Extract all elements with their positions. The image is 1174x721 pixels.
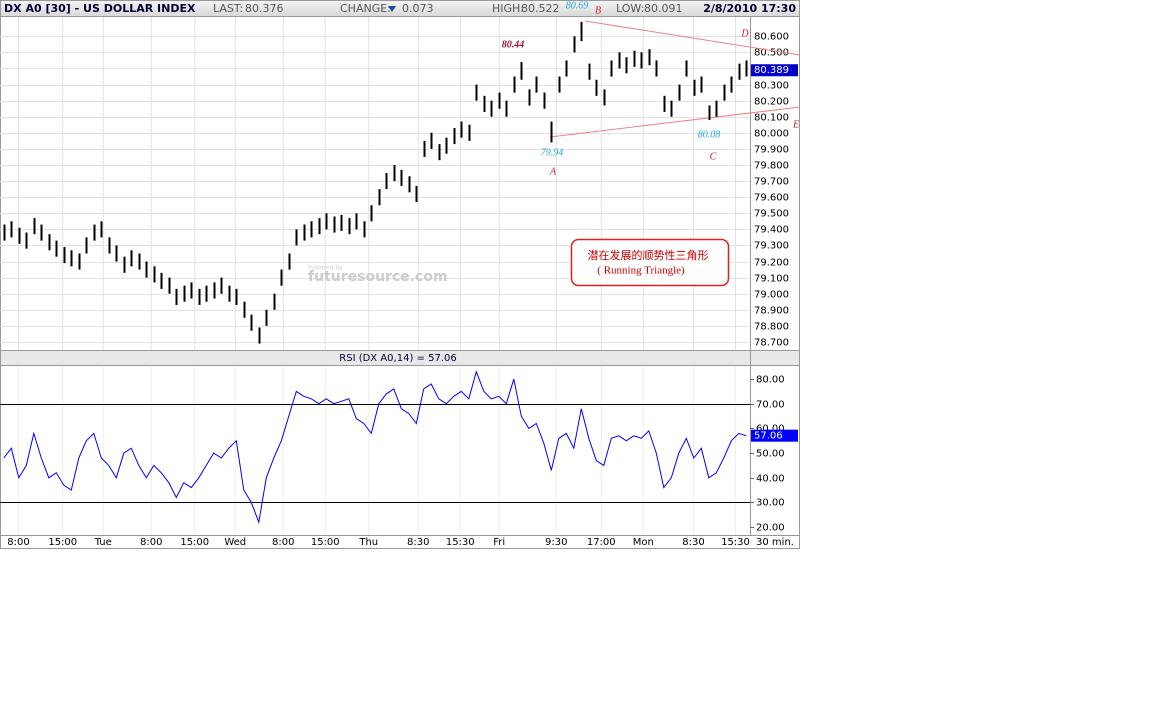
x-tick-label: 8:30 xyxy=(407,537,429,548)
x-tick-label: 8:00 xyxy=(272,537,294,548)
wave-label: C xyxy=(710,151,717,162)
x-tick-label: Thu xyxy=(358,537,378,548)
y-tick-label: 30.00 xyxy=(756,498,785,509)
x-tick-label: 8:00 xyxy=(140,537,162,548)
x-tick-label: 9:30 xyxy=(545,537,567,548)
y-tick-label: 78.900 xyxy=(754,306,789,317)
y-tick-label: 79.100 xyxy=(754,274,789,285)
x-tick-label: 15:00 xyxy=(311,537,340,548)
low: 80.091 xyxy=(644,2,683,15)
last-price-box xyxy=(751,64,798,77)
change: 0.073 xyxy=(402,2,434,15)
header-bar xyxy=(0,0,800,17)
y-tick-label: 79.700 xyxy=(754,177,789,188)
y-tick-label: 40.00 xyxy=(756,474,785,485)
y-tick-label: 80.600 xyxy=(754,32,789,43)
x-tick-label: 15:00 xyxy=(48,537,77,548)
wave-label: 80.08 xyxy=(698,129,721,140)
y-tick-label: 79.000 xyxy=(754,290,789,301)
low-label: LOW: xyxy=(616,2,644,15)
y-tick-label: 79.800 xyxy=(754,161,789,172)
wave-label: A xyxy=(549,166,557,177)
wave-label: B xyxy=(595,5,601,16)
high-label: HIGH: xyxy=(492,2,524,15)
wave-label: 80.44 xyxy=(502,39,525,50)
change-label: CHANGE: xyxy=(340,2,391,15)
symbol: DX A0 [30] - US DOLLAR INDEX xyxy=(4,2,196,15)
y-tick-label: 79.300 xyxy=(754,241,789,252)
y-tick-label: 60.00 xyxy=(756,424,785,435)
y-tick-label: 79.500 xyxy=(754,209,789,220)
note-text: 潜在发展的顺势性三角形 xyxy=(588,248,709,262)
x-tick-label: 8:30 xyxy=(682,537,704,548)
x-tick-label: Fri xyxy=(493,537,505,548)
y-tick-label: 79.400 xyxy=(754,225,789,236)
triangle-line xyxy=(584,20,801,56)
x-tick-label: 15:00 xyxy=(180,537,209,548)
x-tick-label: Tue xyxy=(94,537,112,548)
y-tick-label: 80.00 xyxy=(756,375,785,386)
x-tick-label: Mon xyxy=(633,537,654,548)
x-tick-label: 17:00 xyxy=(587,537,616,548)
last: 80.376 xyxy=(245,2,284,15)
y-tick-label: 79.900 xyxy=(754,145,789,156)
watermark: futuresource.com xyxy=(308,269,448,285)
wave-label: 79.94 xyxy=(541,147,564,158)
x-tick-label: Wed xyxy=(224,537,246,548)
y-tick-label: 50.00 xyxy=(756,449,785,460)
rsi-title-bar xyxy=(0,350,800,366)
high: 80.522 xyxy=(521,2,560,15)
wave-label: E xyxy=(792,119,799,130)
datetime: 2/8/2010 17:30 xyxy=(703,2,796,15)
x-unit: 30 min. xyxy=(756,537,794,548)
watermark-small: Powered by xyxy=(308,265,343,272)
last-rsi-box xyxy=(751,429,798,442)
y-tick-label: 80.500 xyxy=(754,48,789,59)
y-tick-label: 79.200 xyxy=(754,258,789,269)
x-tick-label: 15:30 xyxy=(446,537,475,548)
down-arrow xyxy=(388,6,396,12)
y-tick-label: 78.700 xyxy=(754,338,789,349)
y-tick-label: 20.00 xyxy=(756,523,785,534)
last-rsi: 57.06 xyxy=(754,431,783,442)
rsi-title: RSI (DX A0,14) = 57.06 xyxy=(339,353,456,364)
rsi-line xyxy=(3,370,747,525)
y-tick-label: 70.00 xyxy=(756,400,785,411)
x-tick-label: 15:30 xyxy=(721,537,750,548)
last-price: 80.389 xyxy=(754,65,789,76)
y-tick-label: 80.200 xyxy=(754,97,789,108)
last-label: LAST: xyxy=(213,2,243,15)
x-tick-label: 8:00 xyxy=(7,537,29,548)
y-tick-label: 80.000 xyxy=(754,129,789,140)
y-tick-label: 79.600 xyxy=(754,193,789,204)
note-box xyxy=(570,238,730,287)
triangle-line xyxy=(549,106,801,138)
wave-label: D xyxy=(740,28,749,39)
wave-label: 80.69 xyxy=(566,0,589,11)
y-tick-label: 80.300 xyxy=(754,81,789,92)
y-tick-label: 80.100 xyxy=(754,113,789,124)
y-tick-label: 78.800 xyxy=(754,322,789,333)
note-text: ( Running Triangle) xyxy=(597,265,685,277)
